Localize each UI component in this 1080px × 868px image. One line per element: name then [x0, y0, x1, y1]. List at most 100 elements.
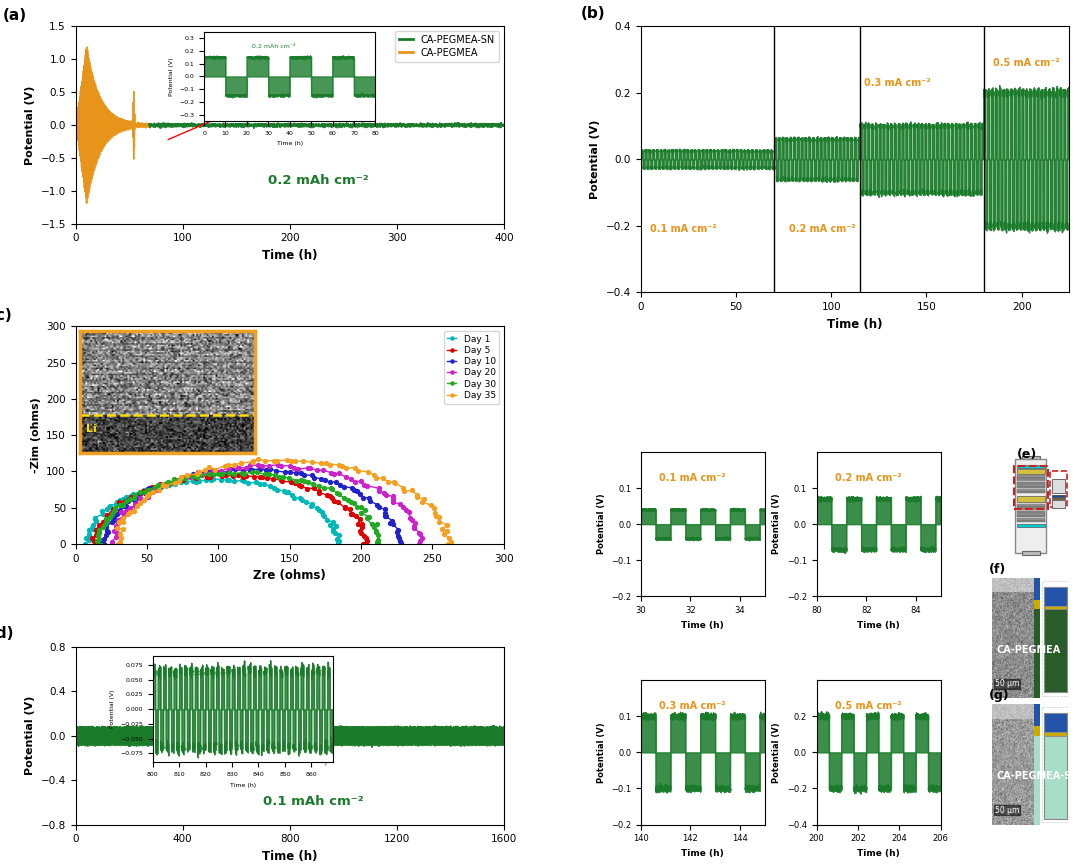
- Day 35: [111, 538, 124, 549]
- Day 20: [333, 468, 346, 478]
- Day 1: [207, 474, 220, 484]
- Bar: [1044, 732, 1067, 736]
- Bar: [1052, 498, 1065, 499]
- Day 10: [329, 477, 342, 487]
- Bar: [1017, 513, 1044, 515]
- Bar: [1044, 732, 1067, 819]
- Text: 0.3 mA cm⁻²: 0.3 mA cm⁻²: [864, 78, 930, 88]
- Y-axis label: Potential (V): Potential (V): [596, 494, 606, 555]
- Text: (d): (d): [0, 626, 14, 641]
- Bar: [1034, 736, 1040, 825]
- Bar: [1017, 516, 1044, 517]
- Day 20: [271, 460, 284, 470]
- Day 35: [441, 538, 454, 549]
- Bar: [1017, 482, 1044, 483]
- Text: 50 µm: 50 µm: [995, 680, 1020, 688]
- Bar: [1017, 520, 1044, 522]
- Day 10: [221, 467, 234, 477]
- Text: 0.5 mA cm⁻²: 0.5 mA cm⁻²: [835, 701, 902, 711]
- Bar: [1014, 465, 1048, 510]
- Day 5: [300, 483, 313, 494]
- Day 30: [365, 519, 378, 529]
- Bar: [1017, 477, 1044, 479]
- Bar: [1050, 471, 1067, 507]
- Bar: [1017, 470, 1044, 474]
- X-axis label: Time (h): Time (h): [827, 318, 882, 331]
- Bar: [1052, 500, 1065, 508]
- X-axis label: Time (h): Time (h): [858, 621, 900, 629]
- Text: (f): (f): [988, 562, 1005, 575]
- Bar: [1017, 486, 1044, 489]
- Day 20: [413, 538, 426, 549]
- Day 10: [97, 539, 110, 549]
- Text: CA-PEGMEA: CA-PEGMEA: [996, 645, 1061, 654]
- Day 1: [79, 539, 92, 549]
- Bar: [298, 720, 311, 751]
- Bar: [1017, 465, 1044, 469]
- Day 35: [351, 465, 364, 476]
- Bar: [1034, 609, 1040, 699]
- Day 20: [316, 465, 329, 476]
- Bar: [1022, 456, 1040, 460]
- Bar: [1017, 479, 1044, 482]
- Day 30: [251, 467, 264, 477]
- Bar: [1041, 707, 1069, 822]
- Day 5: [351, 518, 364, 529]
- Bar: [1041, 581, 1069, 696]
- Day 30: [283, 472, 296, 483]
- Day 5: [288, 478, 301, 489]
- Line: Day 35: Day 35: [116, 457, 453, 546]
- Bar: [1044, 713, 1067, 732]
- Bar: [1017, 503, 1044, 506]
- Bar: [1017, 496, 1044, 503]
- Bar: [1052, 479, 1065, 493]
- Day 20: [232, 463, 245, 473]
- Day 5: [356, 539, 369, 549]
- Bar: [1017, 475, 1044, 477]
- Day 10: [314, 473, 327, 483]
- Y-axis label: -Zim (ohms): -Zim (ohms): [30, 398, 41, 473]
- Day 10: [386, 516, 399, 526]
- X-axis label: Time (h): Time (h): [262, 249, 318, 262]
- Bar: [1017, 517, 1044, 520]
- Y-axis label: Potential (V): Potential (V): [772, 722, 781, 783]
- Bar: [1017, 490, 1044, 493]
- Text: 0.2 mA cm⁻²: 0.2 mA cm⁻²: [835, 473, 902, 483]
- X-axis label: Time (h): Time (h): [262, 850, 318, 863]
- Line: Day 1: Day 1: [83, 477, 341, 546]
- X-axis label: Time (h): Time (h): [681, 621, 725, 629]
- Bar: [1017, 523, 1044, 528]
- Bar: [1044, 606, 1067, 609]
- Day 1: [249, 477, 262, 488]
- Day 20: [108, 541, 121, 551]
- Bar: [1044, 606, 1067, 693]
- Day 30: [207, 469, 220, 479]
- Text: 0.2 mA cm⁻²: 0.2 mA cm⁻²: [789, 224, 856, 234]
- Bar: [1015, 459, 1047, 553]
- Day 10: [229, 464, 242, 474]
- X-axis label: Zre (ohms): Zre (ohms): [254, 569, 326, 582]
- Day 1: [254, 479, 267, 490]
- Legend: Day 1, Day 5, Day 10, Day 20, Day 30, Day 35: Day 1, Day 5, Day 10, Day 20, Day 30, Da…: [444, 331, 499, 404]
- Text: CA-PEGMEA-SN: CA-PEGMEA-SN: [996, 771, 1080, 781]
- Text: (g): (g): [988, 689, 1009, 702]
- Day 35: [333, 459, 346, 470]
- Y-axis label: Potential (V): Potential (V): [25, 696, 35, 775]
- Day 10: [297, 470, 310, 480]
- X-axis label: Time (h): Time (h): [858, 849, 900, 858]
- Text: (a): (a): [3, 8, 27, 23]
- Day 20: [310, 465, 323, 476]
- Day 35: [247, 456, 260, 466]
- Day 30: [95, 540, 108, 550]
- Text: 0.1 mA cm⁻²: 0.1 mA cm⁻²: [660, 473, 726, 483]
- Day 30: [276, 472, 289, 483]
- Y-axis label: Potential (V): Potential (V): [772, 494, 781, 555]
- Text: 0.1 mA cm⁻²: 0.1 mA cm⁻²: [650, 224, 717, 234]
- Y-axis label: Potential (V): Potential (V): [596, 722, 606, 783]
- Day 20: [405, 515, 418, 525]
- Bar: [1034, 705, 1040, 825]
- Bar: [1034, 578, 1040, 600]
- Y-axis label: Potential (V): Potential (V): [25, 85, 35, 165]
- Day 10: [394, 538, 407, 549]
- Bar: [1017, 510, 1044, 513]
